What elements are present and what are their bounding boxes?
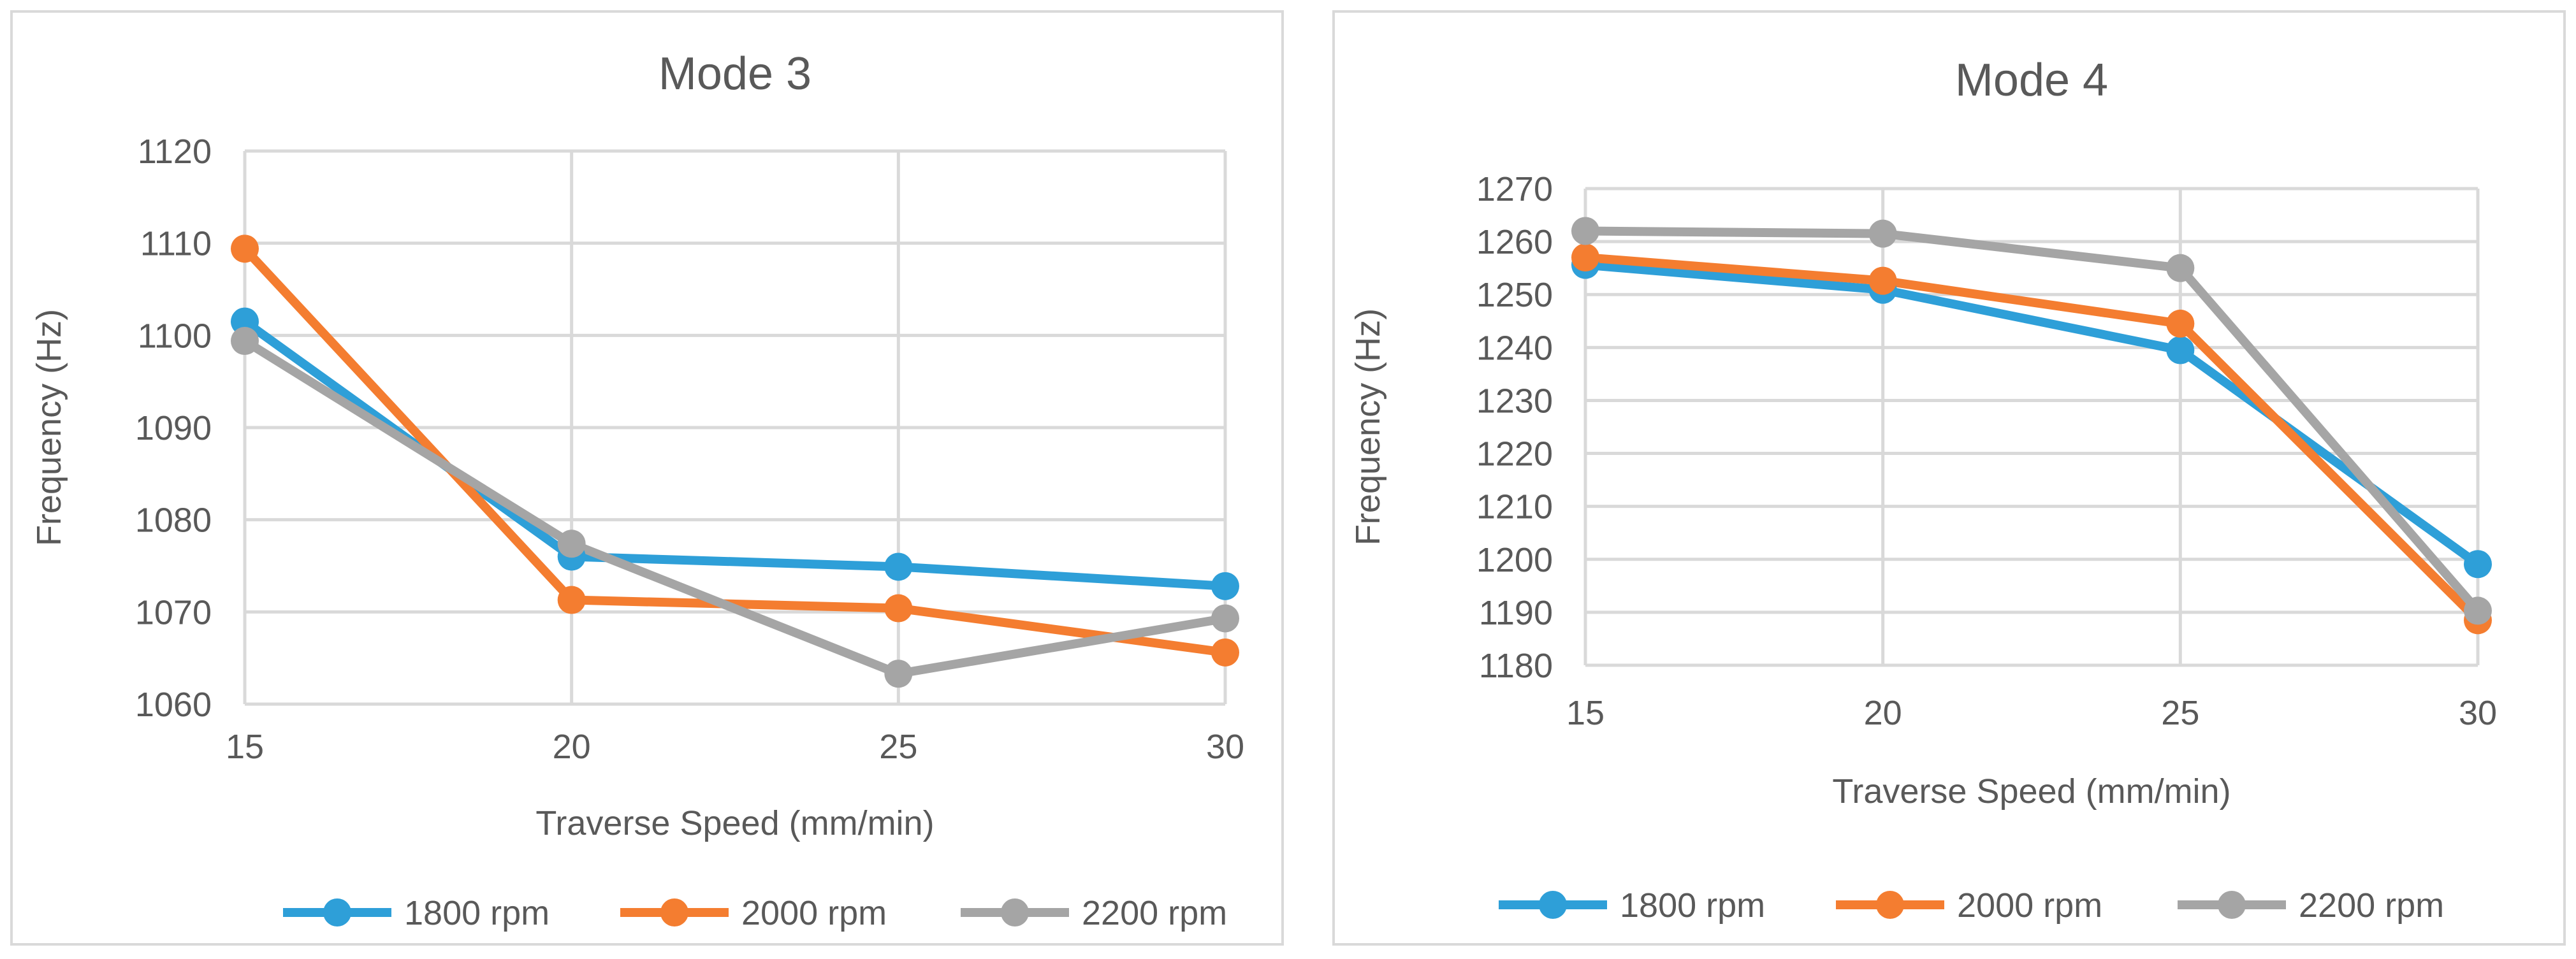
legend-marker	[660, 898, 688, 927]
chart-mode-4-svg: Mode 4 1180 1190 1200 1210 1220 1230 1240 1250 12…	[1349, 55, 2497, 925]
legend-label: 2000 rpm	[1957, 886, 2102, 925]
chart-title: Mode 4	[1955, 55, 2108, 106]
x-tick-label: 30	[1206, 728, 1244, 766]
x-tick-label: 25	[2161, 694, 2199, 732]
y-tick-label: 1180	[1479, 647, 1553, 685]
y-tick-label: 1060	[135, 686, 212, 724]
x-tick-label: 15	[226, 728, 264, 766]
data-point-2000-rpm	[1571, 243, 1599, 272]
legend-label: 2000 rpm	[741, 894, 887, 932]
y-axis-label: Frequency (Hz)	[30, 309, 68, 546]
data-point-2200-rpm	[884, 660, 913, 688]
series-line-2200-rpm	[240, 336, 1230, 679]
data-point-1800-rpm	[884, 552, 913, 581]
legend-marker	[1876, 891, 1904, 919]
x-tick-label: 15	[1566, 694, 1605, 732]
x-tick-label: 20	[1864, 694, 1902, 732]
y-tick-label: 1210	[1476, 488, 1553, 526]
data-point-2000-rpm	[884, 594, 913, 623]
y-tick-label: 1240	[1476, 329, 1553, 367]
series-line-2200-rpm	[1581, 226, 2482, 616]
series-line-2000-rpm	[1581, 253, 2482, 625]
data-point-1800-rpm	[231, 307, 259, 336]
chart-mode-4: Mode 4 1180 1190 1200 1210 1220 1230 1240 1250 12…	[1332, 10, 2566, 946]
data-point-2200-rpm	[1211, 604, 1239, 633]
x-axis-label: Traverse Speed (mm/min)	[535, 804, 934, 842]
data-point-2000-rpm	[1868, 266, 1897, 295]
y-tick-label: 1230	[1476, 382, 1553, 420]
data-point-1800-rpm	[2464, 550, 2492, 579]
y-axis-label: Frequency (Hz)	[1349, 308, 1387, 545]
y-tick-label: 1200	[1476, 541, 1553, 579]
series-line-2000-rpm	[240, 244, 1230, 657]
legend-marker	[323, 898, 351, 927]
y-tick-label: 1220	[1476, 435, 1553, 473]
x-tick-label: 25	[879, 728, 917, 766]
x-tick-label: 30	[2459, 694, 2497, 732]
legend-label: 2200 rpm	[1082, 894, 1227, 932]
data-point-2000-rpm	[2166, 309, 2195, 338]
legend-marker	[1539, 891, 1567, 919]
y-tick-label: 1260	[1476, 223, 1553, 261]
data-point-2200-rpm	[557, 530, 586, 558]
chart-title: Mode 3	[659, 48, 811, 99]
series-line-1800-rpm	[1581, 260, 2482, 569]
data-point-2000-rpm	[231, 234, 259, 263]
y-tick-label: 1080	[135, 501, 212, 540]
x-axis-label: Traverse Speed (mm/min)	[1832, 772, 2230, 811]
x-tick-label: 20	[553, 728, 591, 766]
chart-mode-3-svg: Mode 3 1060 1070 1080 1090 1100 1110 1120 15 20 25…	[30, 48, 1244, 932]
y-tick-label: 1270	[1476, 170, 1553, 208]
legend-label: 1800 rpm	[1620, 886, 1765, 925]
y-tick-label: 1250	[1476, 276, 1553, 314]
legend-marker	[2218, 891, 2246, 919]
y-tick-label: 1190	[1479, 594, 1553, 632]
data-point-2200-rpm	[1868, 219, 1897, 248]
data-point-1800-rpm	[2166, 336, 2195, 364]
y-tick-label: 1090	[135, 409, 212, 447]
series-line-1800-rpm	[240, 317, 1230, 591]
legend-marker	[1001, 898, 1029, 927]
legend-label: 2200 rpm	[2299, 886, 2444, 925]
data-point-2200-rpm	[231, 327, 259, 356]
legend-label: 1800 rpm	[404, 894, 549, 932]
y-tick-label: 1100	[138, 317, 212, 355]
y-tick-label: 1120	[138, 133, 212, 171]
y-tick-label: 1110	[140, 225, 212, 263]
data-point-2000-rpm	[557, 586, 586, 614]
data-point-2200-rpm	[1571, 217, 1599, 245]
y-tick-label: 1070	[135, 593, 212, 631]
data-point-2200-rpm	[2464, 596, 2492, 625]
data-point-2200-rpm	[2166, 254, 2195, 282]
chart-mode-3: Mode 3 1060 1070 1080 1090 1100 1110 1120 15 20 25…	[10, 10, 1284, 946]
data-point-1800-rpm	[1211, 572, 1239, 600]
data-point-2000-rpm	[1211, 638, 1239, 667]
